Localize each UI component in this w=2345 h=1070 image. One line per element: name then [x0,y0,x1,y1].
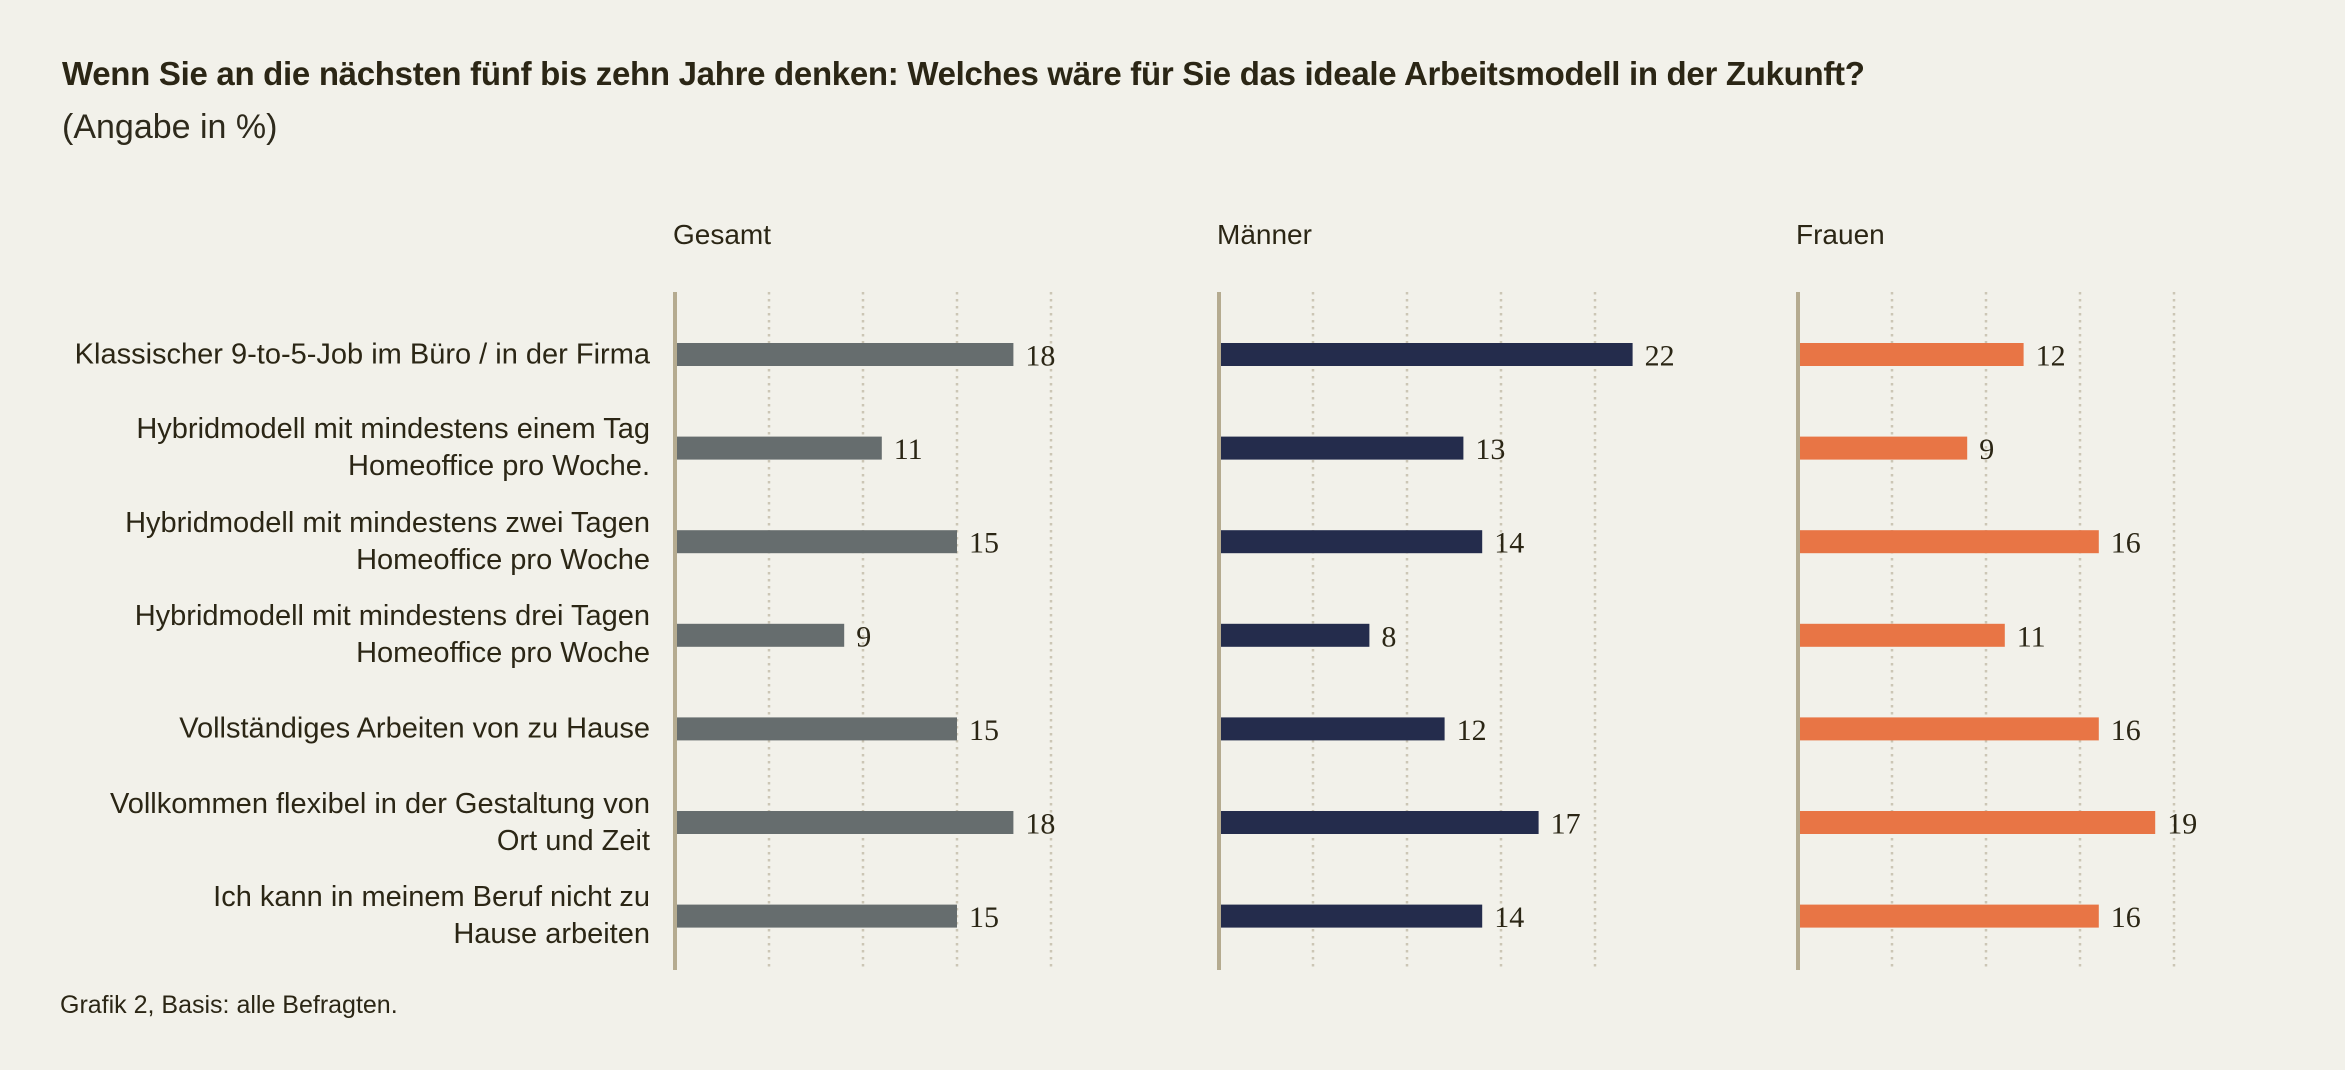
value-label: 9 [856,620,871,653]
category-label-line: Vollständiges Arbeiten von zu Hause [179,712,650,745]
value-label: 13 [1475,433,1505,466]
bar [675,904,957,928]
bar [1798,717,2099,741]
chart-subtitle: (Angabe in %) [62,108,278,146]
bar [1798,436,1968,460]
category-label-line: Hybridmodell mit mindestens einem Tag [136,413,650,446]
bar [1219,904,1483,928]
bar [1219,811,1539,834]
value-label: 9 [1979,433,1994,466]
bar [1219,343,1633,366]
bar [675,623,845,647]
value-label: 12 [2036,340,2066,373]
value-label: 16 [2111,901,2141,934]
panel-title-gesamt: Gesamt [673,219,772,250]
bar [1798,811,2156,834]
bar [675,811,1014,834]
category-label-line: Hybridmodell mit mindestens drei Tagen [134,600,650,633]
panel-title-frauen: Frauen [1796,219,1885,250]
bar [675,436,882,460]
value-label: 14 [1494,901,1524,934]
category-label: Vollkommen flexibel in der Gestaltung vo… [110,786,650,860]
bar [1219,717,1445,741]
bar [1219,623,1370,647]
panel-manner: 22 13 14 8 12 17 14 [1217,292,1675,970]
bar [1798,623,2005,647]
value-label: 11 [2017,620,2046,653]
value-label: 16 [2111,527,2141,560]
category-label-line: Homeoffice pro Woche [356,543,650,576]
category-label-line: Vollkommen flexibel in der Gestaltung vo… [109,787,650,820]
category-label: Hybridmodell mit mindestens zwei Tagen Ho… [125,505,650,579]
bar [675,530,957,554]
value-label: 11 [894,433,923,466]
footnote: Grafik 2, Basis: alle Befragten. [60,991,398,1019]
bar [675,717,957,741]
category-label-line: Ich kann in meinem Beruf nicht zu [213,881,650,914]
panel-gesamt: 18 11 15 9 15 18 15 [673,292,1055,970]
value-label: 18 [1025,340,1055,373]
category-label: Hybridmodell mit mindestens einem Tag Hom… [136,411,650,485]
chart-title: Wenn Sie an die nächsten fünf bis zehn J… [62,55,1865,92]
bar [1798,530,2099,554]
category-label-line: Hause arbeiten [453,918,650,951]
category-label: Ich kann in meinem Beruf nicht zu Hause a… [213,879,650,953]
category-label: Vollständiges Arbeiten von zu Hause [179,710,650,747]
value-label: 15 [969,527,999,560]
value-label: 8 [1381,620,1396,653]
category-label-line: Homeoffice pro Woche [356,637,650,670]
panel-frauen: 12 9 16 11 16 19 16 [1796,292,2197,970]
bar [1798,904,2099,928]
value-label: 15 [969,901,999,934]
value-label: 14 [1494,527,1524,560]
bar [1219,530,1483,554]
category-label-line: Hybridmodell mit mindestens zwei Tagen [125,506,650,539]
value-label: 18 [1025,808,1055,841]
category-label-line: Klassischer 9-to-5-Job im Büro / in der … [74,338,650,370]
value-label: 22 [1645,340,1675,373]
category-label-line: Homeoffice pro Woche. [348,450,650,483]
category-label-line: Ort und Zeit [496,824,650,857]
value-label: 15 [969,714,999,747]
value-label: 17 [1551,808,1581,841]
category-label: Klassischer 9-to-5-Job im Büro / in der … [75,336,650,373]
panel-title-manner: Männer [1217,219,1312,250]
bar [675,343,1014,366]
bar [1798,343,2024,366]
bar [1219,436,1464,460]
value-label: 19 [2167,808,2197,841]
category-label: Hybridmodell mit mindestens drei Tagen Ho… [135,598,650,672]
value-label: 12 [1457,714,1487,747]
value-label: 16 [2111,714,2141,747]
